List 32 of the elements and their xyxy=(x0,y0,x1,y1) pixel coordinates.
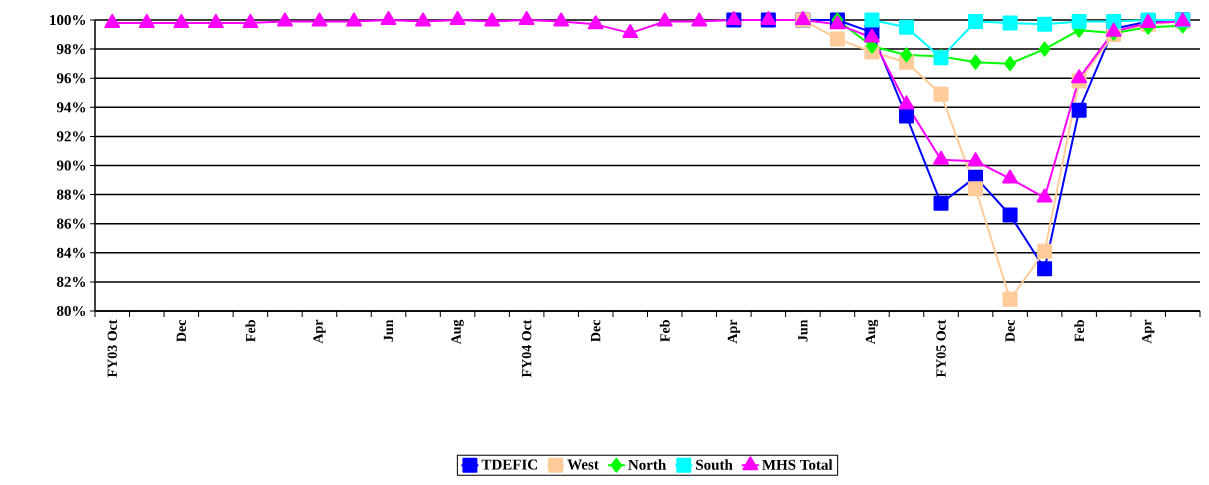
y-tick-label: 94% xyxy=(56,102,86,113)
x-tick-label: Aug xyxy=(451,319,464,345)
x-tick-label: FY03 Oct xyxy=(107,319,117,378)
y-tick-label: 84% xyxy=(56,247,86,258)
y-tick-label: 96% xyxy=(56,73,86,84)
legend-label: North xyxy=(628,459,667,470)
x-tick-label: Dec xyxy=(1005,319,1015,342)
x-tick-label: Feb xyxy=(659,320,670,342)
x-tick-label: Apr xyxy=(1142,319,1155,344)
y-tick-label: 86% xyxy=(56,218,86,229)
x-tick-label: Apr xyxy=(727,319,740,344)
y-tick-label: 90% xyxy=(56,160,86,171)
x-tick-label: Aug xyxy=(865,319,879,345)
y-tick-label: 80% xyxy=(56,305,86,317)
y-tick-label: 82% xyxy=(56,276,86,287)
y-tick-label: 88% xyxy=(56,189,86,200)
x-tick-label: Dec xyxy=(591,319,601,342)
x-tick-label: FY05 Oct xyxy=(936,319,946,378)
x-tick-label: FY04 Oct xyxy=(521,319,532,378)
x-tick-label: Apr xyxy=(313,319,326,344)
x-tick-label: Jun xyxy=(798,319,808,342)
legend-label: West xyxy=(567,459,599,470)
legend-label: South xyxy=(696,459,733,470)
y-tick-label: 100% xyxy=(50,14,86,26)
legend-label: TDEFIC xyxy=(481,459,537,470)
x-tick-label: Dec xyxy=(176,319,186,342)
y-tick-label: 98% xyxy=(56,44,86,55)
legend-label: MHS Total xyxy=(762,459,833,470)
x-tick-label: Feb xyxy=(245,320,256,342)
y-tick-label: 92% xyxy=(56,131,86,142)
x-tick-label: Jun xyxy=(383,319,394,342)
x-tick-label: Feb xyxy=(1074,320,1085,342)
